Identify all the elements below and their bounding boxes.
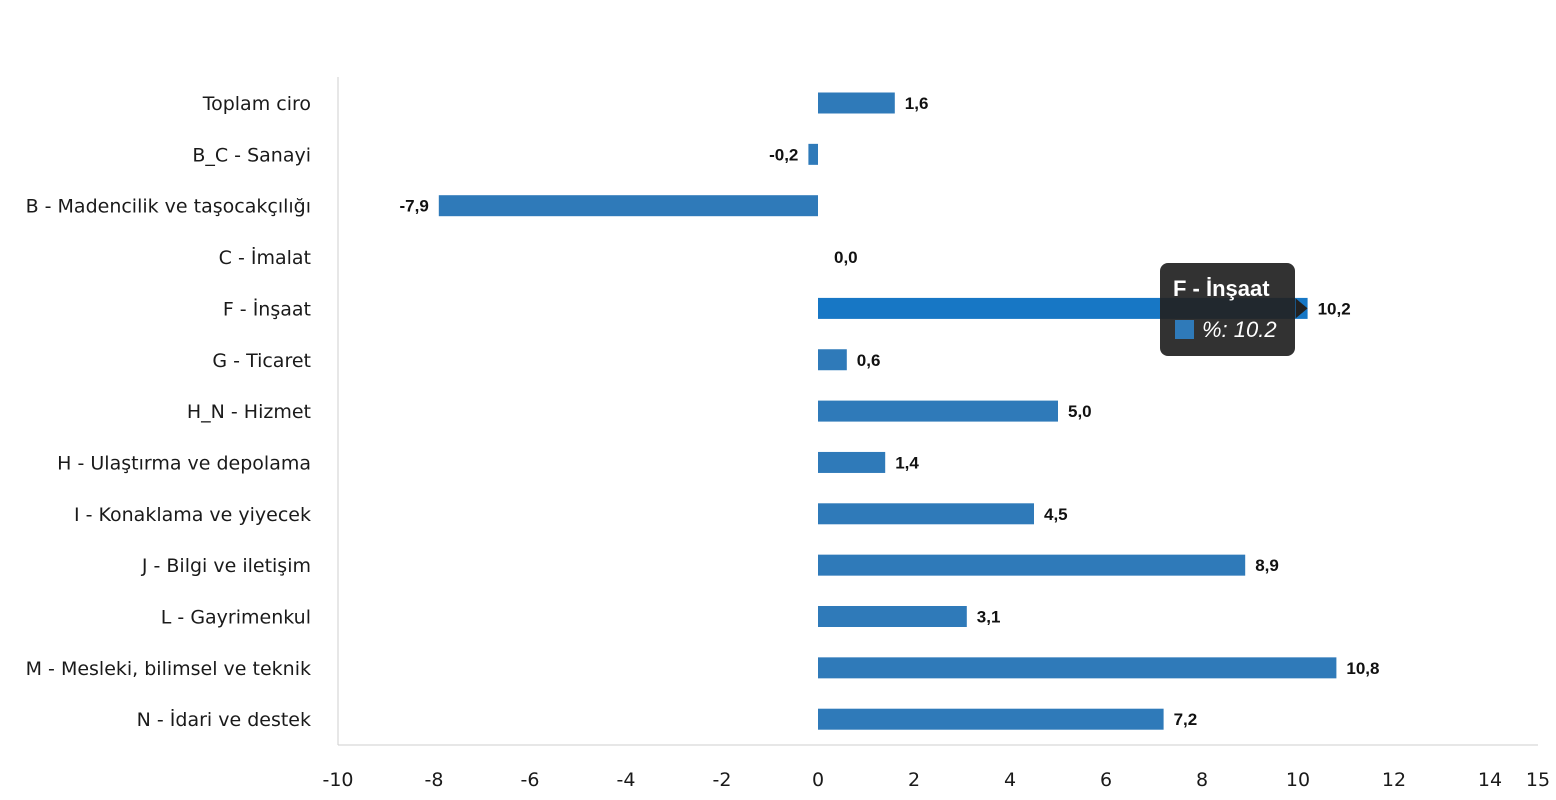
data-label: 1,6 xyxy=(905,94,929,113)
data-label: 10,2 xyxy=(1318,299,1351,318)
bar[interactable] xyxy=(818,400,1058,422)
category-label: N - İdari ve destek xyxy=(137,708,311,731)
data-label: -0,2 xyxy=(769,145,798,164)
category-label: B - Madencilik ve taşocakçılığı xyxy=(26,196,311,218)
category-label: B_C - Sanayi xyxy=(192,144,311,166)
bar[interactable] xyxy=(818,606,967,627)
x-tick-label: 14 xyxy=(1478,769,1502,791)
tooltip-pointer xyxy=(1295,298,1308,319)
data-label: -7,9 xyxy=(400,197,429,216)
category-label: I - Konaklama ve yiyecek xyxy=(74,504,311,526)
data-label: 5,0 xyxy=(1068,402,1092,421)
bar[interactable] xyxy=(818,657,1337,679)
data-label: 8,9 xyxy=(1255,556,1279,575)
x-tick-label: 12 xyxy=(1382,769,1406,791)
x-tick-label: 8 xyxy=(1196,769,1208,791)
bar[interactable] xyxy=(818,451,886,473)
x-tick-label: 10 xyxy=(1286,769,1310,791)
bar[interactable] xyxy=(818,554,1246,576)
data-label: 0,0 xyxy=(834,248,858,267)
category-label: H - Ulaştırma ve depolama xyxy=(57,452,311,474)
data-label: 4,5 xyxy=(1044,505,1068,524)
category-label: H_N - Hizmet xyxy=(187,401,311,423)
category-label: F - İnşaat xyxy=(223,297,311,320)
x-tick-label: -2 xyxy=(713,769,732,791)
x-tick-label: -6 xyxy=(521,769,540,791)
category-label: J - Bilgi ve iletişim xyxy=(141,555,311,577)
data-label: 1,4 xyxy=(895,453,919,472)
category-label: Toplam ciro xyxy=(202,93,311,115)
x-tick-label: 2 xyxy=(908,769,920,791)
x-tick-label: 15 xyxy=(1526,769,1550,791)
x-tick-label: 0 xyxy=(812,769,824,791)
bar[interactable] xyxy=(808,143,818,165)
x-tick-label: 6 xyxy=(1100,769,1112,791)
category-label: G - Ticaret xyxy=(212,350,311,372)
x-tick-label: -10 xyxy=(322,769,353,791)
x-tick-label: 4 xyxy=(1004,769,1016,791)
data-label: 7,2 xyxy=(1174,710,1198,729)
x-tick-label: -8 xyxy=(425,769,444,791)
category-label: M - Mesleki, bilimsel ve teknik xyxy=(26,658,311,680)
tooltip-swatch xyxy=(1175,320,1194,339)
bar[interactable] xyxy=(818,349,847,371)
bar[interactable] xyxy=(818,503,1034,525)
x-tick-label: -4 xyxy=(617,769,636,791)
category-label: L - Gayrimenkul xyxy=(161,607,311,629)
bar[interactable] xyxy=(818,708,1164,730)
bar[interactable] xyxy=(438,195,818,217)
tooltip-value: %: 10.2 xyxy=(1202,317,1277,342)
category-label: C - İmalat xyxy=(219,246,311,269)
bar[interactable] xyxy=(818,92,895,114)
tooltip: F - İnşaat %: 10.2 xyxy=(1160,263,1308,356)
data-label: 3,1 xyxy=(977,608,1001,627)
data-label: 10,8 xyxy=(1346,659,1379,678)
data-label: 0,6 xyxy=(857,351,881,370)
tooltip-title: F - İnşaat xyxy=(1173,276,1270,301)
